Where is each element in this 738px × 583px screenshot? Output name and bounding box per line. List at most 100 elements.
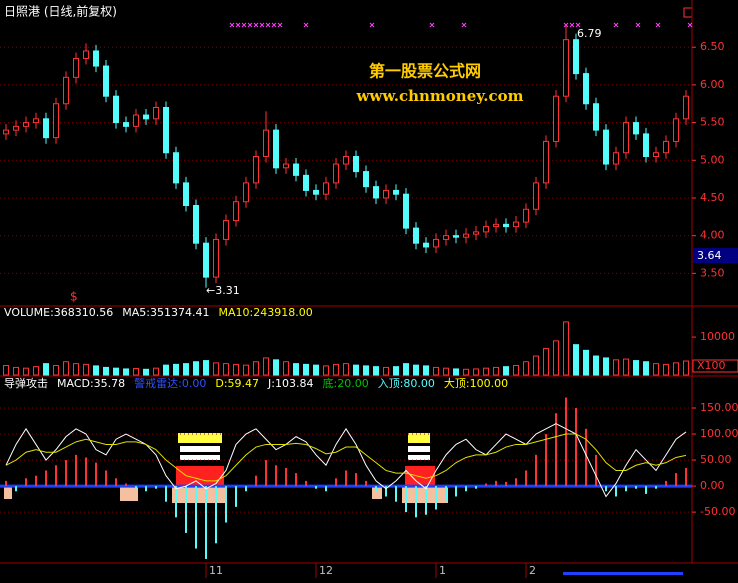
candle-body	[583, 73, 589, 105]
signal-marker	[271, 22, 277, 28]
candle-body	[553, 95, 559, 142]
candle-body	[513, 221, 519, 228]
volume-bar	[393, 366, 399, 376]
signal-marker	[461, 22, 467, 28]
candle-body	[483, 226, 489, 233]
candle-body	[653, 152, 659, 158]
x-tick-label: 1	[439, 564, 446, 577]
y-tick-label: 4.00	[700, 229, 725, 242]
signal-marker	[277, 22, 283, 28]
candle-body	[93, 50, 99, 67]
legend-entry: 底:20.00	[323, 376, 369, 390]
volume-bar	[423, 365, 429, 376]
volume-bar	[283, 361, 289, 376]
volume-bar	[123, 368, 129, 376]
volume-bar	[193, 361, 199, 376]
volume-bar	[113, 367, 119, 376]
legend-entry: 大顶:100.00	[444, 376, 508, 390]
volume-bar	[133, 368, 139, 376]
candle-body	[443, 235, 449, 240]
candle-body	[323, 182, 329, 195]
y-tick-label: -50.00	[700, 505, 735, 518]
signal-marker	[303, 22, 309, 28]
candle-body	[663, 140, 669, 154]
legend-entry: MACD:35.78	[57, 377, 125, 390]
volume-bar	[573, 344, 579, 376]
x-tick-label: 12	[319, 564, 333, 577]
candle-body	[23, 122, 29, 127]
y-tick-label: 5.00	[700, 153, 725, 166]
candle-body	[223, 220, 229, 240]
candle-body	[463, 233, 469, 238]
candle-body	[543, 140, 549, 184]
x-tick-label: 11	[209, 564, 223, 577]
volume-bar	[613, 359, 619, 376]
y-tick-label: 50.00	[700, 453, 732, 466]
volume-bar	[103, 366, 109, 376]
candle-body	[3, 129, 9, 135]
candle-body	[333, 163, 339, 184]
volume-bar	[343, 363, 349, 376]
candle-body	[143, 114, 149, 120]
candle-body	[613, 152, 619, 165]
annotation: ←3.31	[206, 284, 240, 297]
candle-body	[303, 174, 309, 191]
volume-bar	[663, 363, 669, 376]
volume-bar	[73, 363, 79, 376]
window-button[interactable]	[683, 7, 693, 18]
volume-bar	[43, 363, 49, 376]
volume-bar	[293, 363, 299, 376]
volume-bar	[163, 364, 169, 376]
volume-bar	[253, 361, 259, 376]
y-tick-label: 100.00	[700, 427, 738, 440]
signal-marker	[241, 22, 247, 28]
y-tick-label: 10000	[700, 330, 735, 343]
candle-body	[163, 107, 169, 154]
volume-bar	[483, 367, 489, 376]
candle-body	[123, 122, 129, 127]
volume-bar	[523, 361, 529, 376]
candle-body	[363, 171, 369, 188]
signal-marker	[247, 22, 253, 28]
volume-bar	[593, 355, 599, 376]
candle-body	[683, 95, 689, 120]
volume-bar	[23, 367, 29, 376]
candle-body	[243, 182, 249, 203]
volume-bar	[463, 368, 469, 376]
volume-bar	[443, 367, 449, 376]
legend-entry: 警戒雷达:0.00	[134, 376, 206, 390]
volume-bar	[383, 366, 389, 376]
volume-bar	[263, 357, 269, 376]
volume-bar	[533, 355, 539, 376]
volume-bar	[233, 363, 239, 376]
signal-marker	[259, 22, 265, 28]
candle-body	[533, 182, 539, 210]
candle-body	[383, 189, 389, 199]
candle-body	[453, 235, 459, 238]
volume-bar	[513, 365, 519, 376]
volume-bar	[493, 366, 499, 376]
signal-marker	[613, 22, 619, 28]
candle-body	[133, 114, 139, 127]
candle-body	[283, 163, 289, 169]
candle-body	[233, 201, 239, 222]
candle-body	[413, 227, 419, 244]
candle-body	[113, 95, 119, 124]
volume-bar	[53, 365, 59, 376]
candle-body	[253, 156, 259, 184]
signal-marker	[575, 22, 581, 28]
candle-body	[603, 129, 609, 165]
candle-body	[103, 65, 109, 97]
price-tag-label: 3.64	[697, 249, 722, 262]
candle-body	[173, 152, 179, 184]
signal-marker	[563, 22, 569, 28]
candle-body	[673, 118, 679, 142]
volume-bar	[333, 363, 339, 376]
legend-entry: J:103.84	[267, 377, 313, 390]
y-tick-label: 5.50	[700, 116, 725, 129]
indicator-line	[5, 433, 687, 482]
candle-body	[563, 39, 569, 97]
candle-body	[183, 182, 189, 207]
signal-marker	[569, 22, 575, 28]
